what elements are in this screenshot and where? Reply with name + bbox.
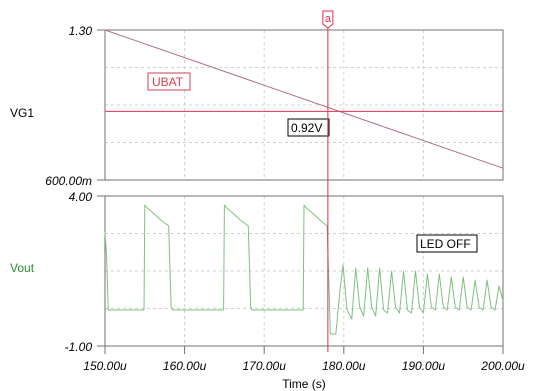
vg1-ytick-top: 1.30 — [69, 24, 93, 38]
cursor-handle[interactable] — [322, 10, 334, 29]
vout-series-line — [104, 204, 504, 335]
x-tick-label: 200.00u — [480, 359, 525, 373]
cursor-a[interactable]: a — [322, 10, 334, 352]
led-off-annotation: LED OFF — [416, 234, 478, 253]
vg1-series-line — [104, 29, 504, 169]
vout-ytick-bottom: -1.00 — [65, 340, 93, 354]
ubat-series-name: UBAT — [152, 75, 184, 89]
vg1-plot-frame — [104, 29, 504, 181]
vg1-axis-label: VG1 — [10, 106, 34, 120]
x-tick-label: 180.00u — [322, 359, 366, 373]
vg1-plot-panel: 1.30 600.00m VG1 UBAT 0.92V — [10, 24, 504, 188]
vout-axis-label: Vout — [10, 261, 35, 275]
x-axis-ticks: 150.00u 160.00u 170.00u 180.00u 190.00u 200.0… — [83, 346, 525, 373]
vout-plot-panel: 4.00 -1.00 Vout LED OFF — [10, 190, 504, 354]
x-tick-label: 160.00u — [163, 359, 207, 373]
led-off-text: LED OFF — [420, 237, 471, 251]
cursor-value-readout: 0.92V — [287, 118, 330, 137]
x-axis-label: Time (s) — [282, 377, 326, 391]
vout-plot-frame — [104, 195, 504, 347]
vout-ytick-top: 4.00 — [69, 190, 93, 204]
x-tick-label: 190.00u — [402, 359, 446, 373]
vg1-ytick-bottom: 600.00m — [45, 174, 92, 188]
x-tick-label: 170.00u — [243, 359, 287, 373]
cursor-label: a — [325, 13, 332, 25]
cursor-value-text: 0.92V — [291, 121, 322, 135]
x-tick-label: 150.00u — [83, 359, 127, 373]
ubat-legend-label: UBAT — [147, 72, 191, 91]
